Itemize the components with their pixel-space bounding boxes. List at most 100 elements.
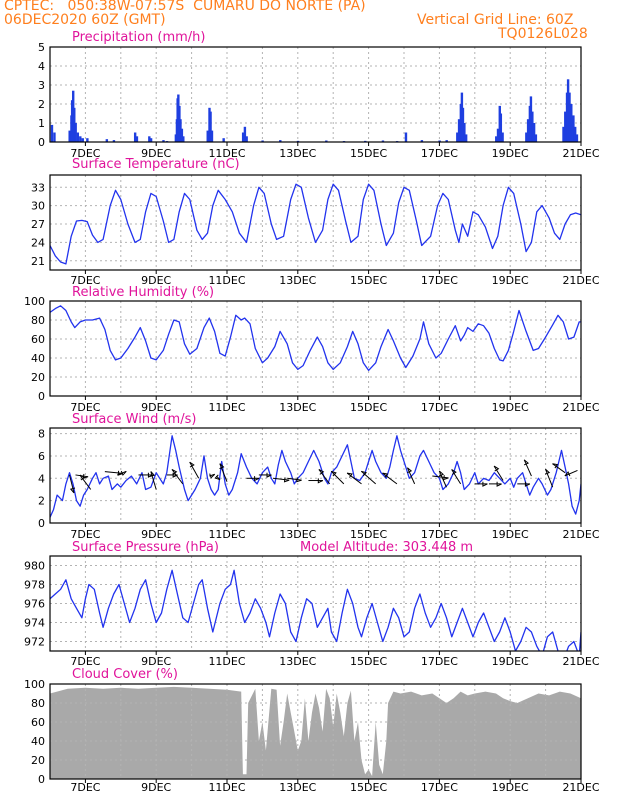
x-tick-label: 19DEC (492, 274, 529, 287)
x-tick-label: 13DEC (279, 781, 316, 794)
x-tick-label: 15DEC (350, 655, 387, 668)
precip-bar (86, 138, 89, 142)
wind-arrow-head (407, 467, 413, 474)
wind-arrow-head (79, 474, 86, 481)
precip-bar (381, 140, 385, 142)
panel-title: Surface Temperature (nC) (72, 157, 240, 172)
x-tick-label: 13DEC (279, 401, 316, 414)
wind-arrow-head (214, 474, 221, 481)
wind-arrow-head (524, 481, 531, 487)
x-tick-label: 21DEC (562, 147, 599, 160)
wind-arrow (545, 469, 554, 488)
wind-arrow (493, 465, 504, 481)
x-tick-label: 7DEC (70, 401, 100, 414)
x-tick-label: 9DEC (141, 528, 171, 541)
wind-arrow (287, 477, 302, 481)
precip-bar (496, 128, 500, 142)
precip-bar (420, 140, 424, 142)
precip-bar (279, 140, 282, 142)
y-tick-label: 974 (24, 617, 45, 630)
x-tick-label: 13DEC (279, 147, 316, 160)
wind-arrow-head (254, 476, 260, 482)
y-tick-label: 8 (38, 428, 45, 441)
wind-arrow-head (209, 473, 216, 479)
y-tick-label: 3 (38, 79, 45, 92)
precip-bar (209, 111, 212, 142)
precip-bar (180, 128, 184, 142)
precip-bar (575, 134, 579, 142)
model-code: TQ0126L028 (498, 26, 588, 42)
x-tick-label: 19DEC (492, 147, 529, 160)
precip-bar (526, 119, 530, 142)
wind-arrow-head (171, 469, 178, 475)
precip-bar (438, 140, 441, 142)
y-tick-label: 2 (38, 98, 45, 111)
precip-bar (210, 130, 214, 142)
panel-frame (49, 300, 582, 397)
series-line (50, 569, 581, 651)
wind-arrow (382, 472, 398, 485)
wind-arrow-head (493, 465, 500, 472)
precip-bar (112, 140, 116, 142)
x-tick-label: 7DEC (70, 147, 100, 160)
x-tick-label: 9DEC (141, 781, 171, 794)
panel-frame (49, 427, 582, 524)
y-tick-label: 2 (38, 495, 45, 508)
y-tick-label: 5 (38, 41, 45, 54)
wind-arrow (189, 461, 200, 479)
y-tick-label: 40 (31, 352, 45, 365)
wind-arrow-head (149, 471, 156, 477)
precip-bar (81, 138, 84, 142)
precip-bar (79, 136, 82, 142)
precip-bar (456, 132, 459, 142)
precip-bar (457, 119, 461, 142)
wind-arrow-head (361, 470, 368, 477)
wind-arrow (432, 475, 449, 479)
wind-arrow (150, 471, 157, 490)
x-tick-label: 19DEC (492, 528, 529, 541)
wind-arrow (272, 477, 290, 481)
y-tick-label: 4 (38, 472, 45, 485)
x-tick-label: 11DEC (208, 528, 245, 541)
precip-bar (179, 119, 182, 142)
x-tick-label: 19DEC (492, 781, 529, 794)
y-tick-label: 4 (38, 60, 45, 73)
panel-frame (49, 46, 582, 143)
wind-arrow-head (283, 477, 290, 483)
x-tick-label: 11DEC (208, 401, 245, 414)
wind-arrow-head (266, 472, 272, 478)
x-tick-label: 7DEC (70, 274, 100, 287)
wind-arrow-head (482, 481, 488, 487)
precip-bar (568, 92, 571, 142)
precip-bar (534, 134, 538, 142)
precip-bar (135, 136, 139, 142)
y-tick-label: 20 (31, 754, 45, 767)
y-tick-label: 100 (24, 295, 45, 308)
y-tick-label: 1 (38, 117, 45, 130)
precip-bar (148, 136, 151, 142)
panel-title: Precipitation (mm/h) (72, 30, 205, 45)
y-tick-label: 972 (24, 636, 45, 649)
x-tick-label: 13DEC (279, 655, 316, 668)
precip-bar (529, 96, 533, 142)
x-tick-label: 21DEC (562, 401, 599, 414)
run-time: 06DEC2020 60Z (GMT) (4, 12, 166, 28)
panel-title: Relative Humidity (%) (72, 285, 214, 300)
y-tick-label: 27 (31, 218, 45, 231)
y-tick-label: 24 (31, 236, 45, 249)
y-tick-label: 60 (31, 716, 45, 729)
x-tick-label: 17DEC (421, 401, 458, 414)
x-tick-label: 17DEC (421, 655, 458, 668)
precip-bar (68, 130, 71, 142)
y-tick-label: 100 (24, 678, 45, 691)
precip-bar (570, 104, 573, 142)
cloud-cover-area (50, 686, 581, 779)
y-tick-label: 40 (31, 735, 45, 748)
wind-arrow (564, 470, 578, 477)
x-tick-label: 17DEC (421, 274, 458, 287)
x-tick-label: 17DEC (421, 781, 458, 794)
wind-arrow-head (382, 472, 389, 478)
precip-bar (566, 79, 570, 142)
y-tick-label: 0 (38, 390, 45, 403)
wind-arrow (406, 467, 416, 485)
